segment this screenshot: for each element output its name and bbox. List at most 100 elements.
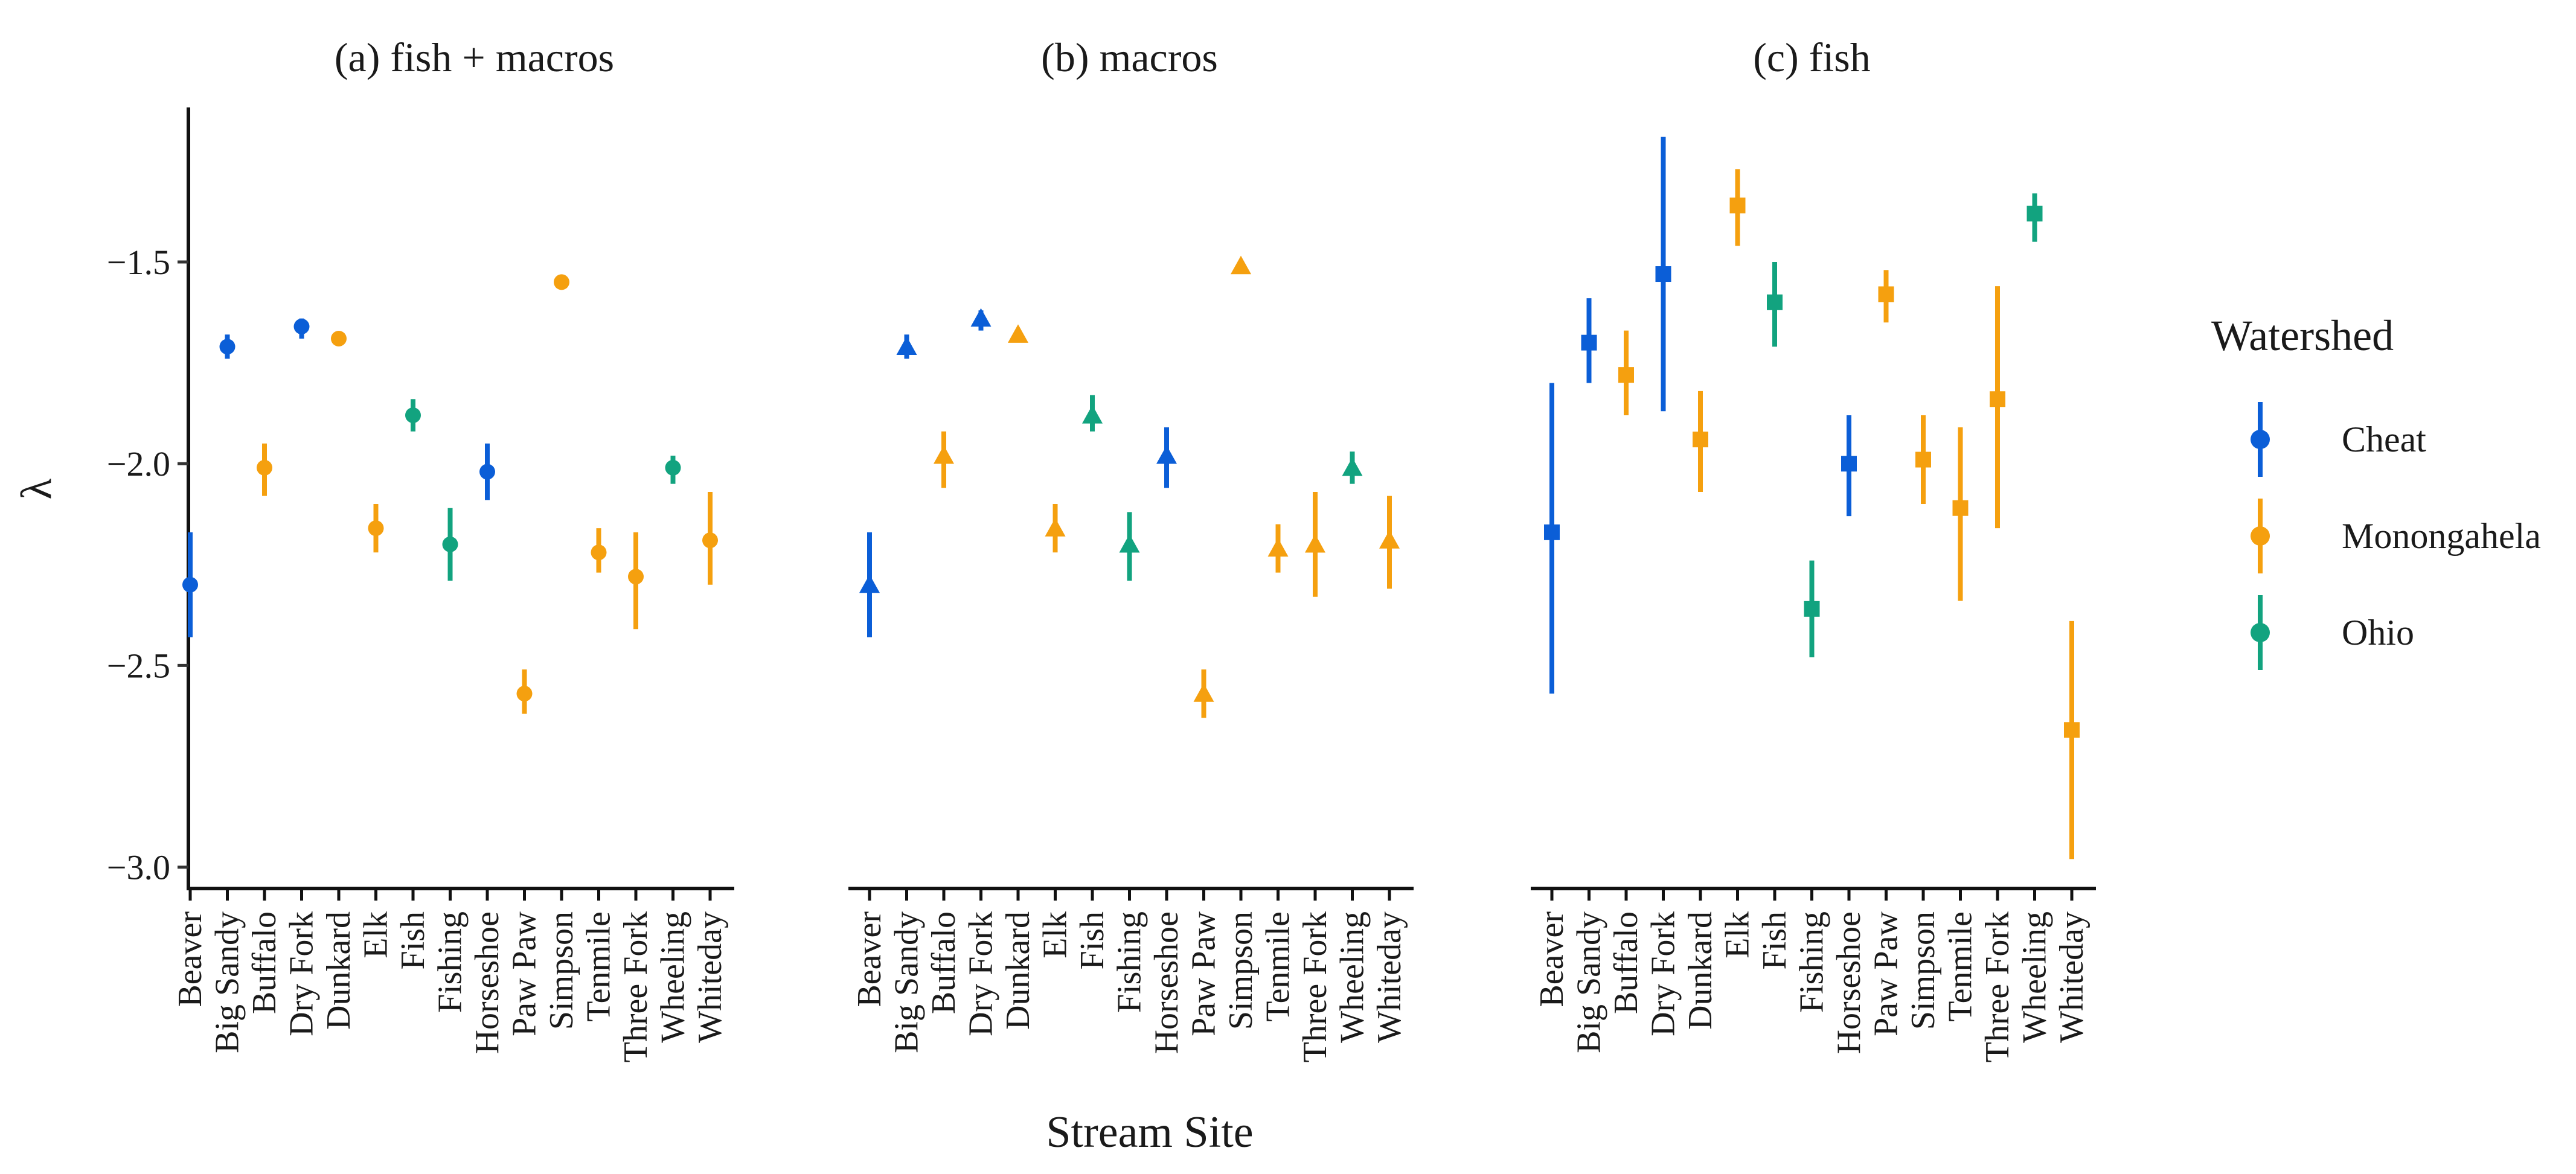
- x-tick-label: Fish: [1074, 911, 1111, 970]
- x-tick-label: Big Sandy: [1571, 911, 1608, 1053]
- legend-key-point: [2251, 623, 2270, 642]
- data-point: [934, 445, 954, 464]
- x-tick-label: Horseshoe: [1830, 911, 1868, 1054]
- x-tick-label: Horseshoe: [469, 911, 506, 1054]
- x-tick-label: Three Fork: [1296, 911, 1334, 1062]
- x-tick-label: Simpson: [1222, 911, 1260, 1030]
- x-tick-label: Fishing: [1793, 911, 1831, 1013]
- data-point: [1045, 518, 1066, 537]
- data-point: [1693, 432, 1708, 448]
- data-point: [219, 339, 235, 355]
- data-point: [293, 318, 310, 334]
- x-tick-label: Whiteday: [1371, 911, 1408, 1043]
- data-point: [2064, 722, 2080, 738]
- y-tick-label: −2.0: [107, 444, 170, 483]
- x-tick-label: Elk: [1037, 911, 1074, 959]
- legend-label: Monongahela: [2342, 516, 2541, 556]
- panel-2: (b) macros Beaver Big Sandy Buffalo Dry Fork…: [848, 34, 1414, 1062]
- x-tick-label: Paw Paw: [1185, 911, 1223, 1036]
- data-point: [1119, 534, 1140, 553]
- x-tick-label: Fish: [394, 911, 432, 970]
- x-tick-label: Beaver: [171, 911, 209, 1007]
- data-point: [554, 274, 569, 290]
- data-point: [591, 544, 607, 561]
- x-tick-label: Tenmile: [580, 911, 618, 1022]
- legend-item-ohio: Ohio: [2251, 595, 2414, 670]
- data-point: [1767, 294, 1783, 310]
- data-point: [896, 336, 917, 355]
- x-tick-label: Tenmile: [1260, 911, 1297, 1022]
- data-point: [1008, 324, 1028, 343]
- x-axis-title: Stream Site: [1046, 1108, 1253, 1157]
- data-point: [331, 330, 347, 346]
- legend-title: Watershed: [2211, 311, 2394, 360]
- x-tick-label: Buffalo: [1607, 911, 1645, 1014]
- data-point: [1231, 255, 1251, 275]
- data-point: [1804, 601, 1820, 617]
- data-point: [1841, 456, 1857, 472]
- panel-title: (b) macros: [1041, 34, 1218, 80]
- data-point: [628, 569, 644, 585]
- x-tick-label: Elk: [1719, 911, 1757, 959]
- x-tick-label: Dry Fork: [963, 911, 1000, 1036]
- x-tick-label: Simpson: [1905, 911, 1942, 1030]
- x-tick-label: Whiteday: [2053, 911, 2091, 1043]
- y-tick-label: −3.0: [107, 848, 170, 887]
- x-tick-label: Big Sandy: [209, 911, 246, 1053]
- data-point: [970, 308, 992, 327]
- data-point: [665, 459, 681, 476]
- x-tick-label: Fishing: [432, 911, 469, 1013]
- legend-label: Cheat: [2342, 420, 2426, 459]
- legend-label: Ohio: [2342, 613, 2414, 652]
- x-tick-label: Fish: [1756, 911, 1793, 970]
- x-tick-label: Three Fork: [617, 911, 655, 1062]
- data-point: [859, 574, 880, 593]
- data-point: [479, 464, 495, 480]
- x-tick-label: Horseshoe: [1148, 911, 1185, 1054]
- panel-title: (c) fish: [1753, 34, 1870, 80]
- data-point: [1655, 266, 1671, 282]
- data-point: [1544, 524, 1560, 540]
- x-tick-label: Wheeling: [655, 911, 692, 1043]
- data-point: [182, 576, 198, 593]
- data-point: [1952, 500, 1969, 516]
- x-tick-label: Tenmile: [1942, 911, 1979, 1022]
- x-tick-label: Fishing: [1111, 911, 1149, 1013]
- x-tick-label: Dry Fork: [1645, 911, 1682, 1036]
- data-point: [702, 532, 718, 549]
- data-point: [1267, 538, 1289, 557]
- panel-title: (a) fish + macros: [335, 34, 614, 80]
- x-tick-label: Wheeling: [1334, 911, 1371, 1043]
- data-point: [1342, 457, 1363, 476]
- data-point: [1082, 404, 1103, 424]
- x-tick-label: Buffalo: [246, 911, 283, 1014]
- legend-key-point: [2251, 526, 2270, 546]
- data-point: [1729, 197, 1746, 214]
- x-tick-label: Dunkard: [999, 911, 1037, 1030]
- legend-item-cheat: Cheat: [2251, 402, 2426, 477]
- x-tick-label: Buffalo: [925, 911, 963, 1014]
- y-axis-title: λ: [12, 478, 60, 499]
- x-tick-label: Three Fork: [1979, 911, 2016, 1062]
- x-tick-label: Dunkard: [320, 911, 357, 1030]
- data-point: [405, 407, 421, 423]
- legend: Watershed Cheat Monongahela Ohio: [2211, 311, 2541, 670]
- legend-key-point: [2251, 430, 2270, 449]
- x-tick-label: Wheeling: [2016, 911, 2054, 1043]
- legend-item-monongahela: Monongahela: [2251, 499, 2541, 573]
- x-tick-label: Paw Paw: [506, 911, 543, 1036]
- data-point: [1379, 530, 1400, 549]
- data-point: [1990, 391, 2005, 407]
- data-point: [368, 520, 384, 537]
- data-point: [2027, 205, 2043, 222]
- data-point: [1581, 334, 1597, 351]
- x-tick-label: Whiteday: [691, 911, 729, 1043]
- data-point: [257, 459, 272, 476]
- data-point: [1305, 534, 1325, 553]
- data-point: [516, 686, 533, 702]
- y-tick-label: −1.5: [107, 243, 170, 282]
- panel-3: (c) fish Beaver Big Sandy Buffalo Dry Fork Du…: [1531, 34, 2096, 1062]
